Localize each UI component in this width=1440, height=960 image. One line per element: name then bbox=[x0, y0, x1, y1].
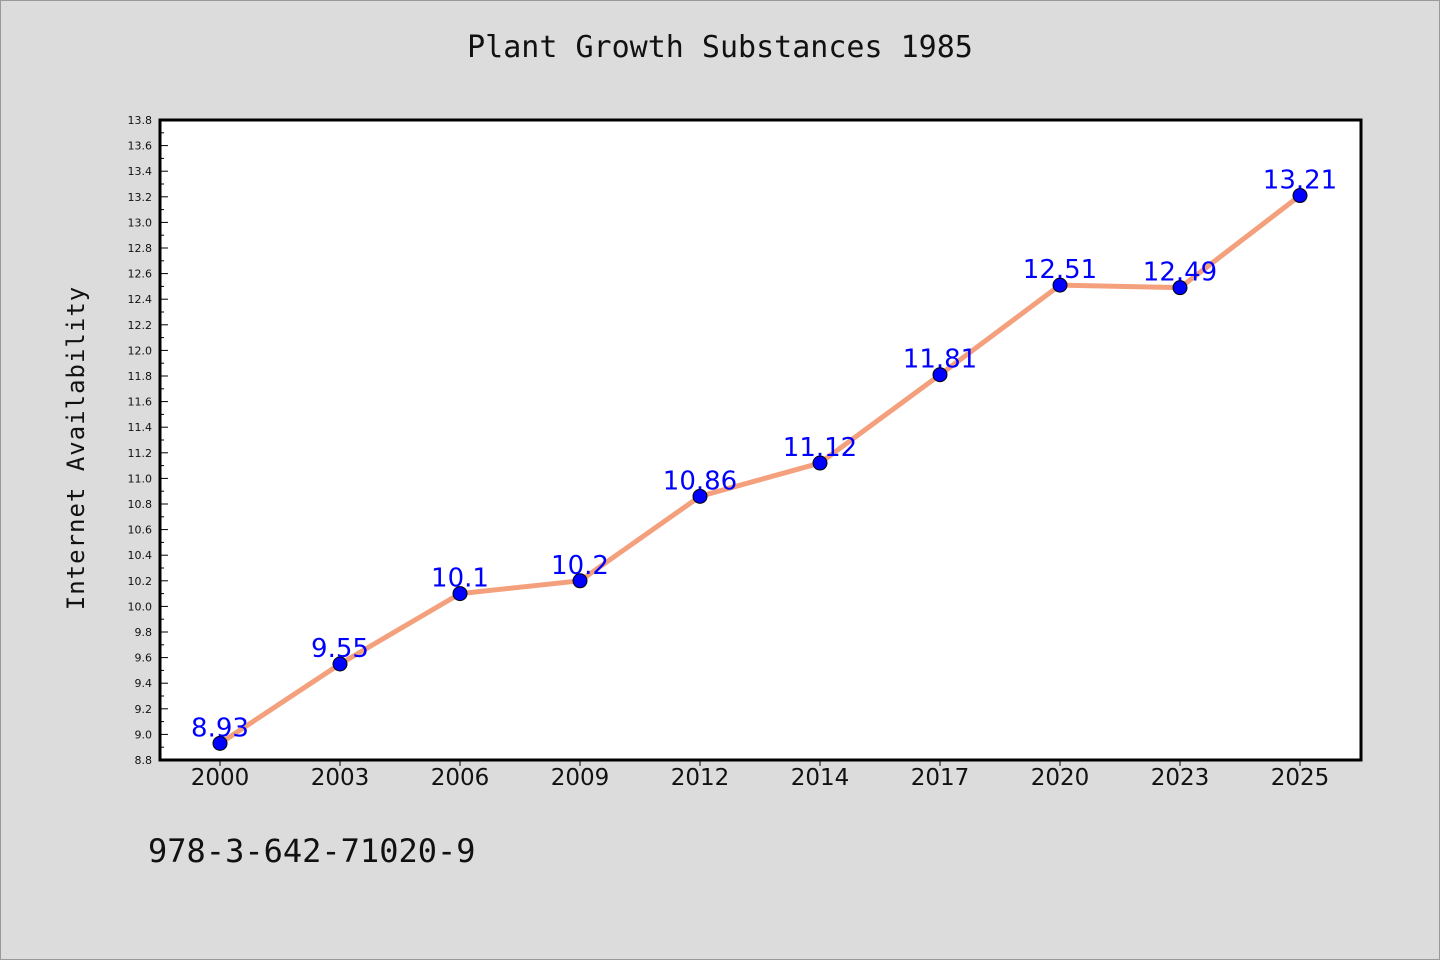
y-tick-label: 10.6 bbox=[128, 524, 153, 537]
y-tick-label: 13.2 bbox=[128, 191, 153, 204]
y-tick-label: 12.2 bbox=[128, 319, 153, 332]
data-label: 12.51 bbox=[1023, 255, 1097, 285]
y-tick-label: 9.2 bbox=[135, 703, 153, 716]
data-point bbox=[692, 488, 708, 504]
data-point bbox=[452, 586, 468, 602]
data-point bbox=[812, 455, 828, 471]
data-label: 11.81 bbox=[903, 345, 977, 375]
data-label: 13.21 bbox=[1263, 166, 1337, 196]
y-tick-label: 9.8 bbox=[135, 626, 153, 639]
x-tick-label: 2000 bbox=[191, 765, 250, 791]
x-tick-label: 2023 bbox=[1151, 765, 1210, 791]
data-label: 9.55 bbox=[311, 634, 369, 664]
x-tick-label: 2003 bbox=[311, 765, 370, 791]
y-tick-label: 11.8 bbox=[128, 370, 153, 383]
y-tick-label: 12.8 bbox=[128, 242, 153, 255]
y-tick-label: 11.4 bbox=[128, 421, 153, 434]
y-tick-label: 13.6 bbox=[128, 140, 153, 153]
y-tick-label: 13.8 bbox=[128, 114, 153, 127]
x-tick-label: 2006 bbox=[431, 765, 490, 791]
y-tick-label: 13.0 bbox=[128, 216, 153, 229]
data-label: 11.12 bbox=[783, 433, 857, 463]
y-tick-label: 12.4 bbox=[128, 293, 153, 306]
y-tick-label: 11.6 bbox=[128, 396, 153, 409]
data-point bbox=[1292, 188, 1308, 204]
y-tick-label: 11.0 bbox=[128, 472, 153, 485]
data-label: 10.1 bbox=[431, 564, 489, 594]
data-point bbox=[572, 573, 588, 589]
footer-text: 978-3-642-71020-9 bbox=[148, 832, 476, 870]
x-tick-label: 2020 bbox=[1031, 765, 1090, 791]
x-tick-label: 2009 bbox=[551, 765, 610, 791]
y-tick-label: 9.4 bbox=[135, 677, 153, 690]
data-point bbox=[1172, 280, 1188, 296]
series-line bbox=[217, 193, 1303, 746]
data-label: 10.86 bbox=[663, 466, 737, 496]
x-tick-label: 2025 bbox=[1271, 765, 1330, 791]
y-tick-label: 8.8 bbox=[135, 754, 153, 767]
data-point bbox=[1052, 277, 1068, 293]
data-label: 10.2 bbox=[551, 551, 609, 581]
y-tick-label: 9.6 bbox=[135, 652, 153, 665]
y-tick-label: 11.2 bbox=[128, 447, 153, 460]
y-tick-label: 10.8 bbox=[128, 498, 153, 511]
data-point bbox=[932, 367, 948, 383]
data-label: 8.93 bbox=[191, 713, 249, 743]
y-tick-label: 13.4 bbox=[128, 165, 153, 178]
y-tick-label: 9.0 bbox=[135, 728, 153, 741]
x-tick-label: 2012 bbox=[671, 765, 730, 791]
y-tick-label: 10.4 bbox=[128, 549, 153, 562]
y-tick-label: 10.0 bbox=[128, 600, 153, 613]
data-label: 12.49 bbox=[1143, 258, 1217, 288]
y-tick-label: 12.0 bbox=[128, 344, 153, 357]
data-point bbox=[212, 735, 228, 751]
x-tick-label: 2014 bbox=[791, 765, 850, 791]
x-tick-label: 2017 bbox=[911, 765, 970, 791]
y-tick-label: 12.6 bbox=[128, 268, 153, 281]
y-tick-label: 10.2 bbox=[128, 575, 153, 588]
data-point bbox=[332, 656, 348, 672]
chart-title: Plant Growth Substances 1985 bbox=[467, 30, 973, 65]
